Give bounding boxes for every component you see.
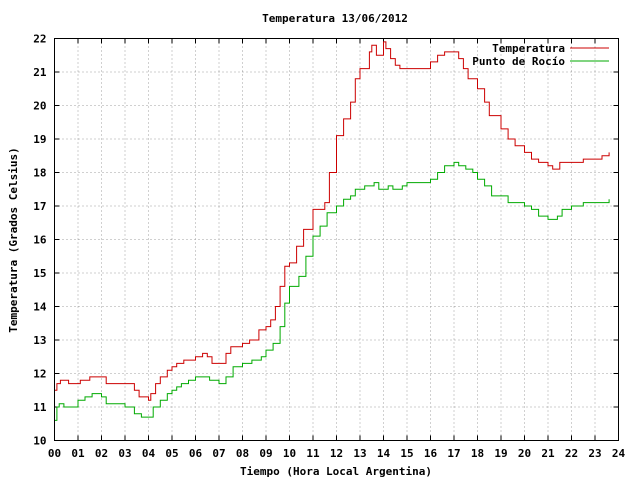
y-tick-labels: 10 11 12 13 14 15 16 17 18 19 20 21 22 [33,33,47,448]
chart-title: Temperatura 13/06/2012 [262,12,408,25]
y-tick-label: 13 [33,334,46,347]
x-tick-label: 21 [541,447,555,460]
y-tick-label: 14 [33,301,47,314]
x-axis-label: Tiempo (Hora Local Argentina) [240,465,432,478]
x-tick-label: 06 [189,447,203,460]
x-tick-label: 07 [212,447,225,460]
grid [54,38,619,441]
x-tick-label: 11 [306,447,320,460]
x-tick-label: 01 [71,447,85,460]
x-tick-label: 04 [142,447,156,460]
x-tick-label: 08 [236,447,249,460]
y-axis-label: Temperatura (Grados Celsius) [7,147,20,332]
x-tick-label: 15 [400,447,413,460]
series-line-temperatura [54,41,610,401]
x-tick-label: 18 [471,447,484,460]
x-tick-label: 23 [588,447,601,460]
x-tick-label: 20 [518,447,531,460]
x-tick-label: 10 [283,447,296,460]
y-tick-label: 12 [33,368,46,381]
x-tick-label: 12 [330,447,343,460]
x-tick-label: 16 [424,447,438,460]
x-tick-label: 02 [95,447,108,460]
series-lines [54,41,610,421]
y-tick-label: 17 [33,200,46,213]
x-tick-label: 17 [447,447,460,460]
plot-frame [54,38,619,441]
y-tick-label: 19 [33,133,46,146]
x-tick-label: 22 [565,447,578,460]
y-tick-label: 10 [33,435,46,448]
y-tick-label: 16 [33,234,47,247]
y-tick-label: 21 [33,66,47,79]
x-tick-label: 09 [259,447,272,460]
series-line-punto-de-rocio [54,161,610,421]
y-tick-label: 18 [33,167,46,180]
x-tick-label: 13 [353,447,366,460]
y-tick-label: 22 [33,33,46,46]
x-tick-labels: 00 01 02 03 04 05 06 07 08 09 10 11 12 13 14 15 16 17 18 19… [48,447,626,460]
x-tick-label: 19 [494,447,507,460]
y-tick-label: 11 [33,401,47,414]
x-tick-label: 14 [377,447,391,460]
x-tick-label: 03 [118,447,131,460]
y-tick-label: 20 [33,100,46,113]
x-tick-label: 05 [165,447,178,460]
legend-label-temperatura: Temperatura [492,42,565,55]
y-tick-label: 15 [33,267,46,280]
legend: Temperatura Punto de Rocío [472,42,609,68]
x-tick-label: 00 [48,447,61,460]
x-tick-label: 24 [612,447,626,460]
legend-label-punto-de-rocio: Punto de Rocío [472,55,565,68]
